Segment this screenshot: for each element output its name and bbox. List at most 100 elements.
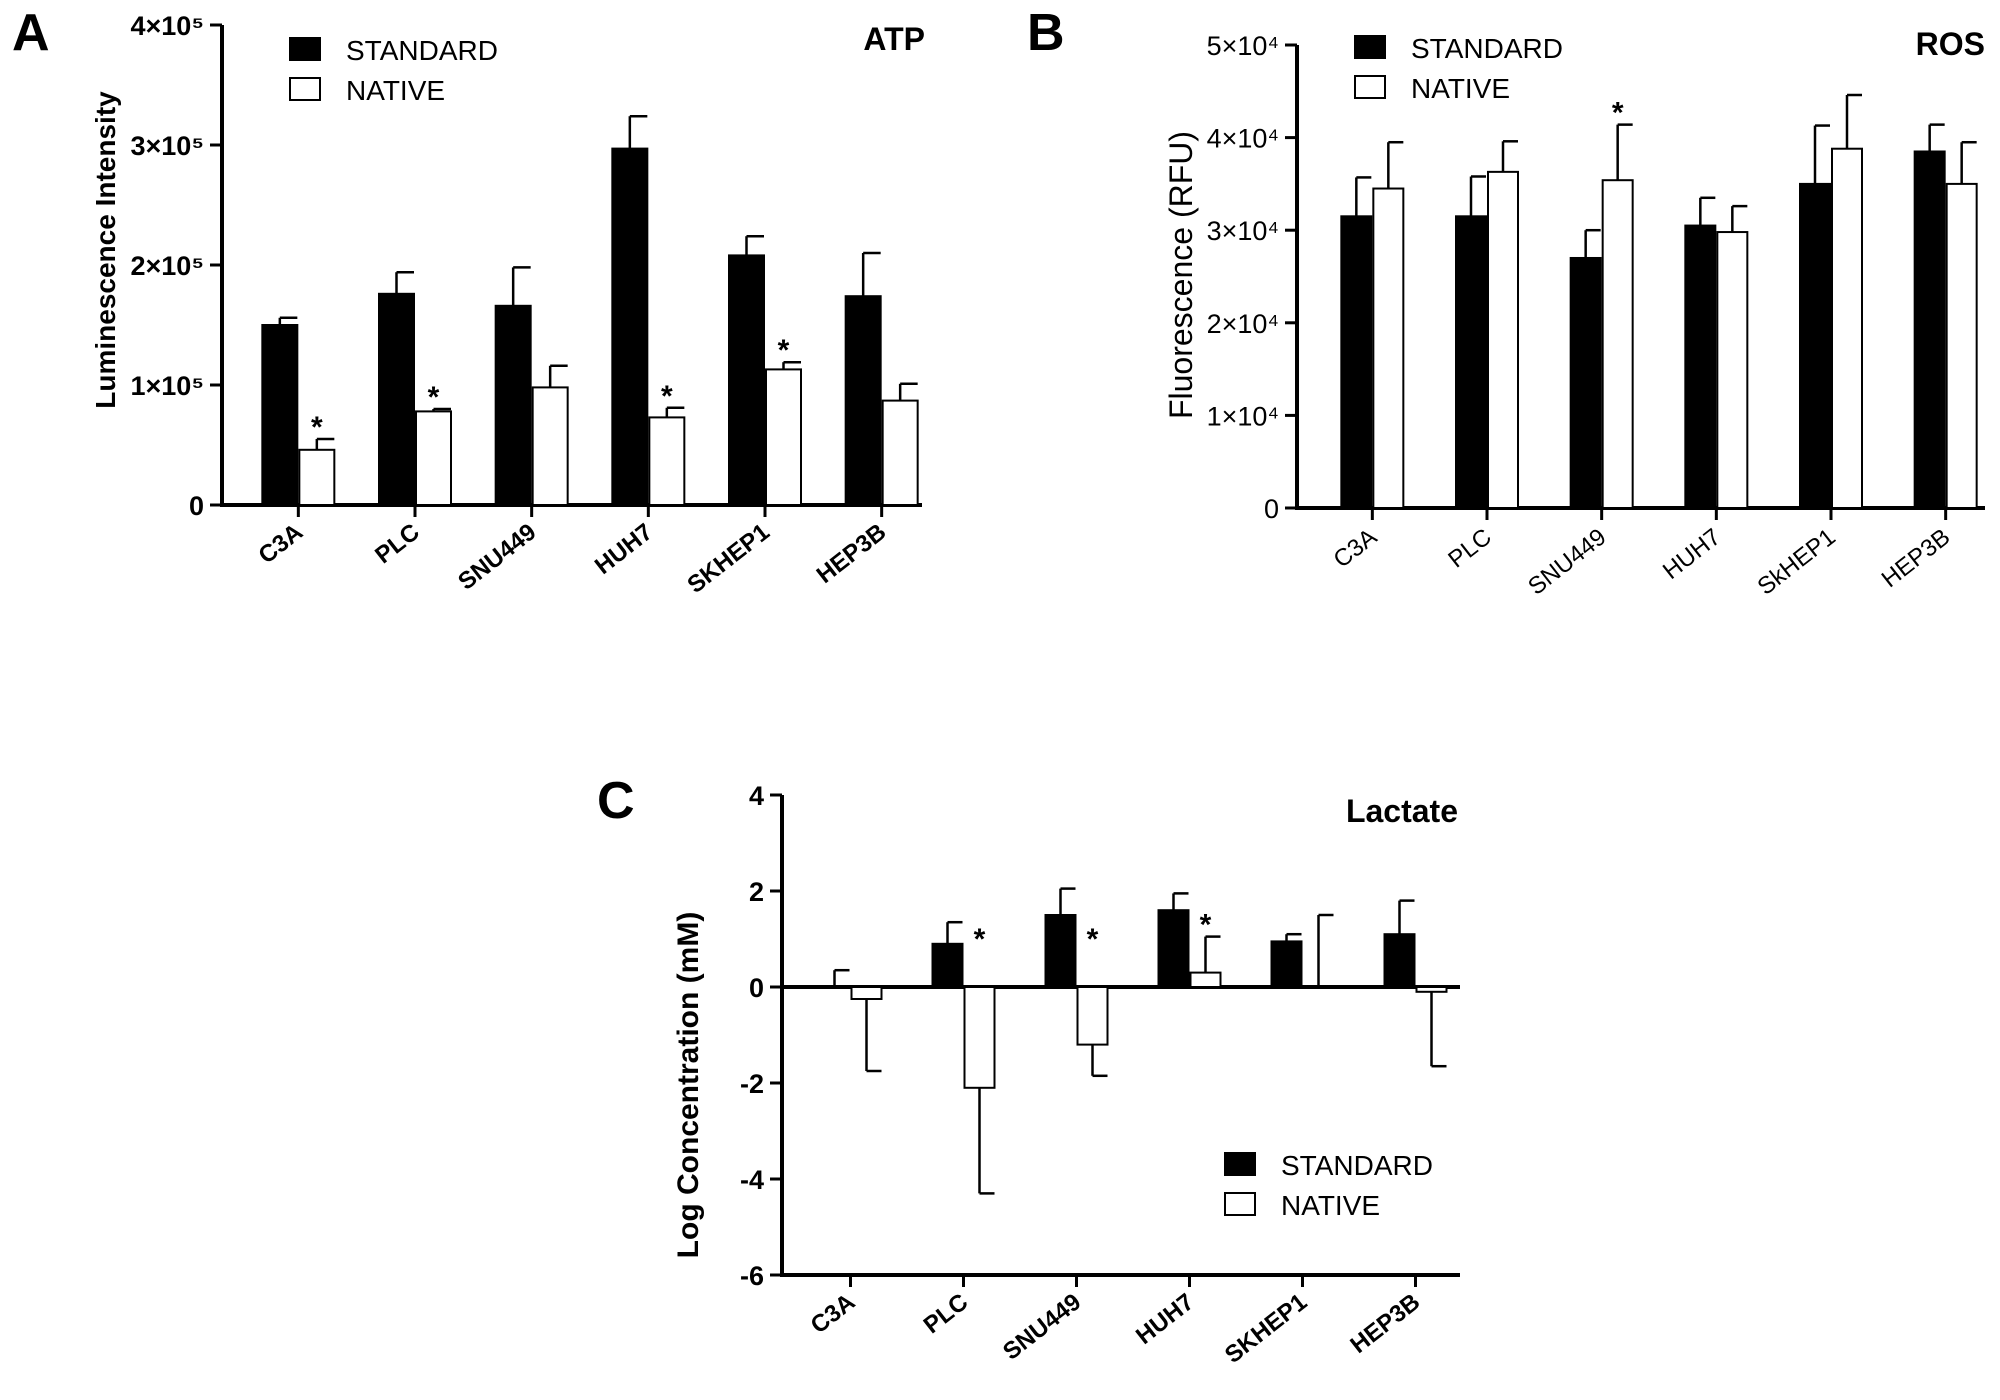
atp-significance-star-0: * [311,411,323,444]
atp-panel: A ATP Luminescence Intensity 0 1×10⁵ 2×10⁵… [12,4,925,599]
panel-label-b: B [1027,4,1065,62]
atp-bar-native-4 [765,368,802,506]
lactate-significance-star-2: * [1087,923,1099,956]
atp-bar-standard-1 [378,292,415,506]
lactate-y-tick-label-2: -2 [740,1069,764,1099]
ros-chart-title: ROS [1916,26,1985,62]
lactate-bar-native-5 [1415,986,1448,993]
atp-legend-label-native: NATIVE [346,75,445,106]
ros-panel: B ROS Fluorescence (RFU) 0 1×10⁴ 2×10⁴ 3×10… [1027,4,1985,601]
ros-legend-swatch-native [1354,75,1386,99]
ros-y-tick-label-0: 0 [1264,494,1279,524]
lactate-bar-standard-1 [931,942,964,988]
ros-y-tick-label-1: 1×10⁴ [1207,401,1279,431]
lactate-panel: C Lactate Log Concentration (mM) -6 -4 -2 0… [597,772,1460,1369]
ros-legend-label-standard: STANDARD [1411,33,1563,64]
atp-significance-star-3: * [661,380,673,413]
lactate-bar-standard-3 [1157,909,1190,989]
ros-bar-standard-0 [1340,215,1373,509]
lactate-y-tick-label-1: -4 [740,1165,764,1195]
atp-legend-label-standard: STANDARD [346,35,498,66]
atp-bar-native-3 [648,416,686,506]
lactate-bar-native-1 [963,986,996,1089]
lactate-y-axis-label: Log Concentration (mM) [672,912,705,1259]
atp-bar-native-0 [298,448,336,506]
ros-bar-native-4 [1831,147,1863,509]
lactate-chart-title: Lactate [1346,793,1458,829]
lactate-bar-native-3 [1189,971,1222,988]
atp-bar-native-2 [531,386,569,506]
lactate-legend-label-native: NATIVE [1281,1190,1380,1221]
ros-x-tick-label-2: SNU449 [1523,523,1611,600]
ros-bar-standard-2 [1569,256,1602,510]
lactate-significance-star-3: * [1200,909,1212,942]
atp-y-tick-label-1: 1×10⁵ [131,371,205,401]
ros-x-tick-label-5: HEP3B [1877,523,1956,593]
lactate-legend-swatch-native [1224,1192,1256,1216]
atp-bar-standard-2 [494,304,532,506]
atp-x-tick-label-1: PLC [370,518,424,569]
lactate-y-tick-label-3: 0 [749,973,764,1003]
ros-bar-native-0 [1372,187,1405,509]
ros-bar-native-2 [1601,179,1634,509]
atp-chart-title: ATP [863,21,925,57]
atp-significance-star-4: * [778,334,790,367]
atp-x-tick-label-4: SKHEP1 [682,518,774,598]
ros-x-tick-label-3: HUH7 [1658,523,1726,585]
atp-bar-standard-3 [611,147,649,506]
atp-y-tick-label-4: 4×10⁵ [131,11,205,41]
atp-y-tick-label-2: 2×10⁵ [131,251,205,281]
lactate-bar-standard-2 [1044,914,1077,988]
atp-bar-native-1 [415,410,452,506]
atp-x-tick-label-2: SNU449 [453,518,541,595]
ros-y-axis-label: Fluorescence (RFU) [1163,131,1199,419]
atp-y-tick-label-0: 0 [189,491,204,521]
lactate-legend-label-standard: STANDARD [1281,1150,1433,1181]
atp-significance-star-1: * [428,381,440,414]
lactate-y-tick-label-5: 4 [749,781,764,811]
lactate-x-tick-label-5: HEP3B [1346,1288,1426,1359]
atp-legend-swatch-standard [289,37,321,61]
ros-bar-native-5 [1945,182,1978,509]
ros-bar-standard-5 [1913,150,1946,510]
lactate-bar-standard-5 [1383,933,1416,989]
atp-x-tick-label-0: C3A [254,518,308,569]
ros-bar-native-1 [1487,170,1519,509]
lactate-y-tick-label-4: 2 [749,877,764,907]
ros-legend-swatch-standard [1354,35,1386,59]
lactate-x-tick-label-2: SNU449 [998,1288,1086,1365]
ros-y-tick-label-4: 4×10⁴ [1207,124,1279,154]
lactate-bar-native-2 [1076,986,1109,1046]
panel-label-c: C [597,772,635,830]
lactate-x-tick-label-4: SKHEP1 [1220,1288,1312,1368]
atp-y-tick-label-3: 3×10⁵ [131,131,205,161]
atp-bar-standard-0 [261,324,299,506]
lactate-x-tick-label-3: HUH7 [1131,1288,1199,1350]
ros-x-tick-label-4: SkHEP1 [1753,523,1841,600]
atp-legend-swatch-native [289,77,321,101]
atp-bar-standard-4 [728,254,765,506]
ros-x-tick-label-0: C3A [1329,523,1382,573]
ros-y-tick-label-3: 3×10⁴ [1207,216,1279,246]
lactate-x-tick-label-0: C3A [806,1288,860,1339]
ros-bar-standard-4 [1799,182,1831,509]
ros-legend-label-native: NATIVE [1411,73,1510,104]
atp-x-tick-label-5: HEP3B [812,518,892,589]
ros-bar-standard-1 [1455,215,1487,509]
ros-y-tick-label-2: 2×10⁴ [1207,309,1279,339]
lactate-x-tick-label-1: PLC [919,1288,973,1339]
ros-bar-standard-3 [1684,224,1717,509]
ros-y-tick-label-5: 5×10⁴ [1207,31,1279,61]
lactate-bar-standard-4 [1270,940,1303,989]
lactate-significance-star-1: * [974,923,986,956]
lactate-bar-native-0 [850,986,883,1000]
ros-significance-star-2: * [1612,97,1624,130]
atp-y-axis-label: Luminescence Intensity [90,91,121,409]
lactate-legend-swatch-standard [1224,1152,1256,1176]
atp-bar-standard-5 [844,295,882,507]
lactate-y-tick-label-0: -6 [740,1261,764,1291]
ros-bar-native-3 [1716,231,1749,509]
atp-bar-native-5 [881,399,919,507]
ros-x-tick-label-1: PLC [1443,523,1496,573]
